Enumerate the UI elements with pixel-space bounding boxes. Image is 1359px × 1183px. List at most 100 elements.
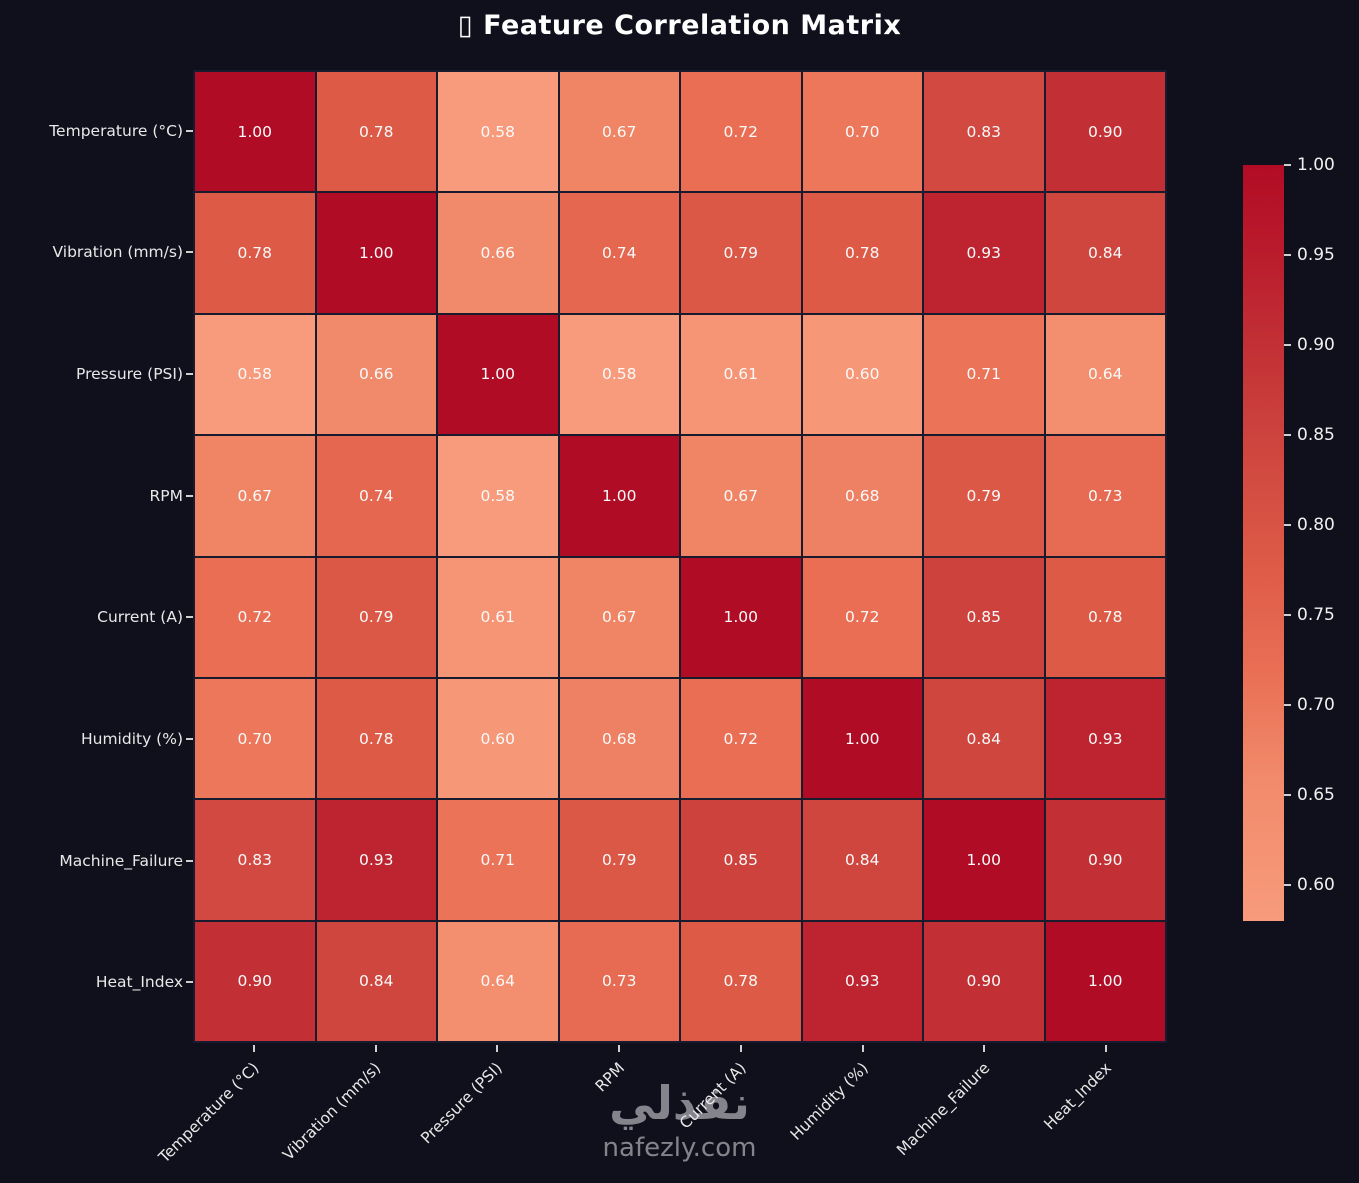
heatmap-cell: 0.84: [316, 921, 436, 1041]
heatmap-cell: 0.78: [681, 921, 801, 1041]
colorbar-tick-mark: [1284, 164, 1291, 166]
colorbar-tick-mark: [1284, 344, 1291, 346]
colorbar-tick-label: 0.90: [1297, 335, 1335, 355]
colorbar-tick-label: 0.70: [1297, 695, 1335, 715]
heatmap-cell: 0.74: [559, 193, 679, 313]
heatmap-cell: 0.78: [1045, 557, 1165, 677]
heatmap-cell: 0.84: [1045, 193, 1165, 313]
y-tick-mark: [186, 737, 193, 740]
y-tick-mark: [186, 981, 193, 984]
heatmap-cell: 0.67: [559, 557, 679, 677]
heatmap-cell: 1.00: [681, 557, 801, 677]
heatmap-cell: 0.64: [438, 921, 558, 1041]
heatmap-cell: 0.83: [924, 72, 1044, 192]
x-tick-mark: [983, 1045, 986, 1052]
y-axis-label: Pressure (PSI): [76, 365, 183, 384]
y-axis-label: Vibration (mm/s): [52, 243, 184, 262]
heatmap-cell: 0.70: [802, 72, 922, 192]
x-tick-mark: [252, 1045, 255, 1052]
y-tick-mark: [186, 373, 193, 376]
colorbar-tick-mark: [1284, 884, 1291, 886]
x-tick-mark: [861, 1045, 864, 1052]
heatmap-cell: 1.00: [438, 314, 558, 435]
y-tick-mark: [186, 494, 193, 497]
y-axis-label: Humidity (%): [80, 729, 183, 748]
colorbar-tick-mark: [1284, 524, 1291, 526]
heatmap-grid: 1.00 0.78 0.58 0.67 0.72 0.70 0.83 0.90 0.78 1.00…: [193, 70, 1167, 1043]
colorbar-tick-label: 0.60: [1297, 875, 1335, 895]
colorbar-tick-label: 0.95: [1297, 245, 1335, 265]
colorbar: [1243, 165, 1284, 921]
heatmap-cell: 0.85: [924, 557, 1044, 677]
heatmap-cell: 0.71: [924, 314, 1044, 435]
y-tick-mark: [186, 859, 193, 862]
heatmap-cell: 0.66: [438, 193, 558, 313]
heatmap-cell: 0.58: [438, 72, 558, 192]
heatmap-cell: 0.85: [681, 800, 801, 920]
watermark: نفذلي nafezly.com: [0, 1075, 1359, 1165]
heatmap-cell: 0.58: [438, 436, 558, 556]
x-tick-mark: [618, 1045, 621, 1052]
y-axis-label: RPM: [149, 486, 184, 505]
heatmap-cell: 0.58: [195, 314, 315, 435]
watermark-domain-text: nafezly.com: [602, 1133, 757, 1163]
y-axis-label: Current (A): [97, 608, 183, 627]
heatmap-cell: 1.00: [1045, 921, 1165, 1041]
heatmap-cell: 0.93: [924, 193, 1044, 313]
colorbar-tick-label: 0.75: [1297, 605, 1335, 625]
heatmap-cell: 0.73: [1045, 436, 1165, 556]
heatmap-cell: 0.73: [559, 921, 679, 1041]
heatmap-cell: 0.90: [195, 921, 315, 1041]
x-tick-mark: [496, 1045, 499, 1052]
heatmap-cell: 1.00: [924, 800, 1044, 920]
heatmap-cell: 0.60: [802, 314, 922, 435]
x-tick-mark: [1105, 1045, 1108, 1052]
heatmap-cell: 0.78: [316, 72, 436, 192]
heatmap-cell: 0.79: [681, 193, 801, 313]
heatmap-cell: 0.78: [195, 193, 315, 313]
heatmap-cell: 0.74: [316, 436, 436, 556]
colorbar-tick-label: 0.85: [1297, 425, 1335, 445]
colorbar-tick-mark: [1284, 794, 1291, 796]
chart-title-text: Feature Correlation Matrix: [483, 10, 902, 41]
heatmap-cell: 0.93: [1045, 678, 1165, 799]
heatmap-cell: 0.93: [316, 800, 436, 920]
heatmap-cell: 1.00: [802, 678, 922, 799]
chart-title: ▯ Feature Correlation Matrix: [0, 10, 1359, 41]
colorbar-tick-mark: [1284, 704, 1291, 706]
heatmap-cell: 0.67: [195, 436, 315, 556]
heatmap-cell: 0.90: [924, 921, 1044, 1041]
heatmap-cell: 0.79: [559, 800, 679, 920]
heatmap-cell: 0.84: [924, 678, 1044, 799]
heatmap-cell: 0.83: [195, 800, 315, 920]
y-tick-mark: [186, 616, 193, 619]
heatmap-cell: 0.70: [195, 678, 315, 799]
heatmap-cell: 0.90: [1045, 800, 1165, 920]
heatmap-cell: 0.61: [438, 557, 558, 677]
heatmap-cell: 0.90: [1045, 72, 1165, 192]
y-axis-label: Temperature (°C): [49, 121, 183, 140]
y-axis-label: Machine_Failure: [59, 851, 183, 870]
heatmap-cell: 0.72: [195, 557, 315, 677]
heatmap-cell: 0.71: [438, 800, 558, 920]
heatmap-cell: 0.72: [681, 678, 801, 799]
heatmap-cell: 0.61: [681, 314, 801, 435]
y-axis-label: Heat_Index: [95, 973, 183, 992]
heatmap-cell: 0.72: [681, 72, 801, 192]
x-tick-mark: [374, 1045, 377, 1052]
heatmap-cell: 0.60: [438, 678, 558, 799]
heatmap-cell: 0.93: [802, 921, 922, 1041]
title-icon: ▯: [457, 10, 474, 41]
colorbar-tick-label: 1.00: [1297, 155, 1335, 175]
watermark-arabic-text: نفذلي: [609, 1076, 750, 1130]
heatmap-cell: 1.00: [559, 436, 679, 556]
heatmap-cell: 0.72: [802, 557, 922, 677]
colorbar-tick-mark: [1284, 434, 1291, 436]
heatmap-cell: 0.67: [559, 72, 679, 192]
colorbar-tick-label: 0.80: [1297, 515, 1335, 535]
heatmap-cell: 0.64: [1045, 314, 1165, 435]
heatmap-cell: 0.58: [559, 314, 679, 435]
colorbar-tick-mark: [1284, 254, 1291, 256]
colorbar-tick-mark: [1284, 614, 1291, 616]
